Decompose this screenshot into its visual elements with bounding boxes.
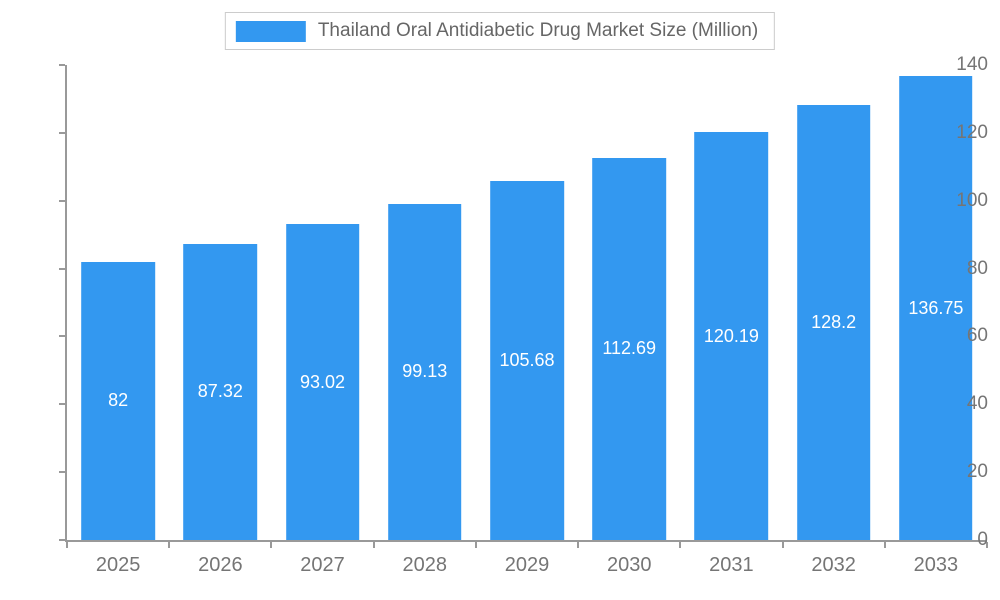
x-axis-tick-mark [781,542,784,548]
y-axis-tick-label: 100 [956,189,988,211]
bar[interactable]: 136.75 [899,76,973,540]
x-axis-category-label: 2031 [709,554,754,576]
y-axis-tick-label: 20 [966,461,988,483]
category-cell: 136.75 2033 [885,65,987,576]
x-axis-tick-mark [883,542,886,548]
bar-value-label: 99.13 [402,361,448,382]
category-cell: 120.19 2031 [680,65,782,576]
x-axis-tick-mark [577,542,580,548]
bar-value-label: 112.69 [602,338,657,359]
y-axis-tick-mark [59,539,65,541]
bar[interactable]: 87.32 [183,243,258,540]
x-axis-tick-mark [474,542,477,548]
bar[interactable]: 120.19 [694,132,769,540]
y-axis-tick-mark [59,199,65,202]
bar-value-label: 82 [108,390,129,411]
x-axis-tick-mark [679,542,682,548]
x-axis-tick-mark [372,542,375,548]
x-axis-category-label: 2032 [811,554,856,576]
category-cell: 82 2025 [67,65,169,576]
y-axis-tick-mark [59,131,65,134]
x-axis-category-label: 2033 [913,554,959,576]
y-axis-tick-mark [59,335,65,338]
x-axis-tick-mark [66,542,68,548]
y-axis-tick-label: 60 [966,325,988,347]
y-axis-tick-mark [59,64,65,66]
category-cell: 99.13 2028 [374,65,476,576]
x-axis-tick-mark [270,542,273,548]
y-axis-tick-label: 40 [966,393,988,415]
y-axis-tick-label: 80 [966,257,988,279]
y-axis-tick-mark [59,403,65,406]
x-axis-category-label: 2028 [402,554,448,576]
y-axis-tick-mark [59,471,65,474]
category-cell: 87.32 2026 [169,65,271,576]
legend[interactable]: Thailand Oral Antidiabetic Drug Market S… [224,12,776,50]
bar-value-label: 128.2 [811,312,857,333]
bar[interactable]: 99.13 [387,203,462,540]
x-axis-category-label: 2027 [300,554,345,576]
category-cell: 112.69 2030 [578,65,680,576]
y-axis-tick-label: 120 [956,121,988,143]
legend-label: Thailand Oral Antidiabetic Drug Market S… [317,20,759,41]
x-axis-category-label: 2025 [95,554,141,576]
category-cell: 93.02 2027 [271,65,373,576]
x-axis-category-label: 2030 [606,554,652,576]
bar-series: 82 2025 87.32 2026 93.02 2027 99.13 2028 105.68 2… [67,65,987,576]
bar-value-label: 93.02 [300,371,346,392]
bar-value-label: 136.75 [908,297,964,318]
bar[interactable]: 128.2 [796,105,871,540]
category-cell: 105.68 2029 [476,65,578,576]
y-axis-tick-mark [59,267,65,270]
x-axis-category-label: 2026 [198,554,243,576]
bar-value-label: 87.32 [197,381,243,402]
x-axis-category-label: 2029 [504,554,550,576]
bar-value-label: 105.68 [499,350,555,371]
plot-area: 82 2025 87.32 2026 93.02 2027 99.13 2028 105.68 2… [59,64,988,576]
y-axis-tick-label: 0 [977,529,988,550]
bar[interactable]: 82 [81,261,155,540]
category-cell: 128.2 2032 [783,65,885,576]
x-axis-tick-mark [168,542,171,548]
legend-swatch-icon [235,20,306,42]
bar[interactable]: 105.68 [490,181,564,540]
bar[interactable]: 112.69 [592,157,666,540]
y-axis-tick-label: 140 [956,54,988,75]
bar-value-label: 120.19 [703,325,759,346]
x-axis-tick-mark [986,542,988,548]
bar[interactable]: 93.02 [285,224,360,540]
